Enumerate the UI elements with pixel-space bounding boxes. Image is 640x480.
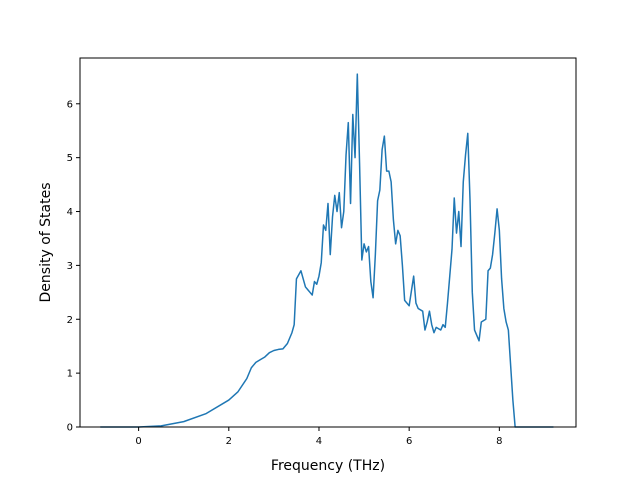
- y-tick-label: 1: [67, 369, 73, 380]
- y-tick-label: 5: [67, 153, 73, 164]
- x-axis-ticks: 0 2 4 6 8: [135, 427, 503, 447]
- x-tick-label: 4: [316, 436, 322, 447]
- dos-line-series-0: [100, 73, 554, 428]
- y-tick-label: 4: [67, 207, 73, 218]
- y-tick-label: 2: [67, 315, 73, 326]
- y-tick-label: 6: [67, 99, 73, 110]
- x-tick-label: 2: [226, 436, 232, 447]
- y-tick-label: 0: [67, 423, 73, 434]
- y-axis-ticks: 0 1 2 3 4 5 6: [67, 99, 80, 434]
- x-tick-label: 8: [496, 436, 502, 447]
- plot-frame: [79, 57, 577, 428]
- y-axis-label: Density of States: [38, 183, 54, 303]
- x-tick-label: 6: [406, 436, 412, 447]
- y-tick-label: 3: [67, 261, 73, 272]
- x-tick-label: 0: [135, 436, 141, 447]
- x-axis-label: Frequency (THz): [271, 458, 385, 474]
